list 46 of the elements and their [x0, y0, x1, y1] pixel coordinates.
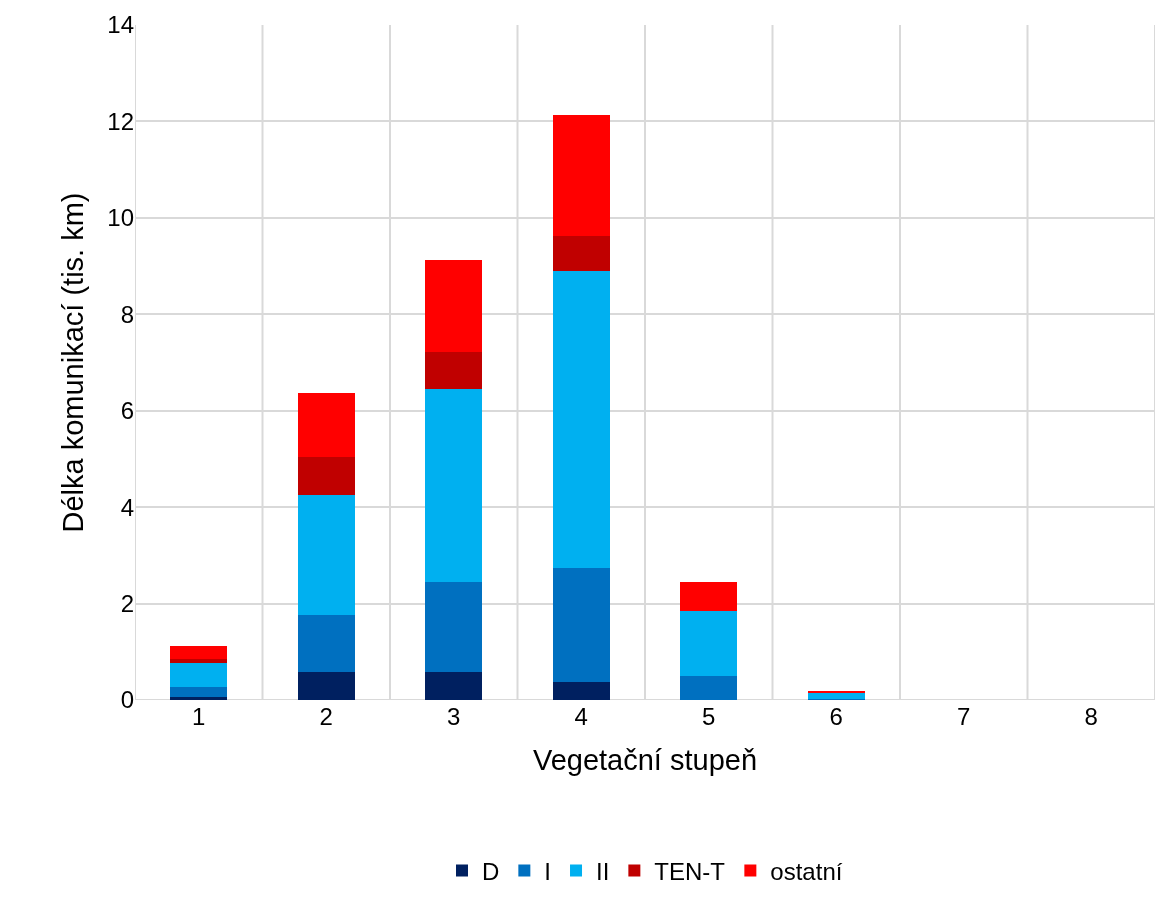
- y-tick-label: 8: [120, 300, 134, 328]
- y-tick-label: 10: [107, 204, 134, 232]
- x-tick-label: 4: [574, 703, 588, 730]
- legend-label: ostatní: [770, 857, 843, 885]
- y-tick-label: 6: [120, 397, 134, 425]
- y-tick-label: 12: [107, 107, 134, 135]
- bar: [680, 675, 738, 700]
- bar: [297, 457, 355, 495]
- bar: [170, 662, 228, 688]
- bar: [170, 658, 228, 663]
- bar: [425, 259, 483, 352]
- bar: [297, 615, 355, 673]
- y-axis-title: Délka komunikací (tis. km): [56, 192, 89, 533]
- bar: [552, 270, 610, 568]
- x-tick-label: 6: [829, 703, 843, 730]
- legend-label: TEN-T: [654, 857, 726, 885]
- bar: [552, 114, 610, 236]
- x-tick-label: 1: [192, 703, 206, 730]
- bar: [425, 389, 483, 582]
- y-tick-label: 4: [120, 493, 134, 521]
- bar: [552, 681, 610, 700]
- legend-label: D: [482, 857, 500, 885]
- bar: [425, 581, 483, 673]
- y-tick-label: 0: [120, 686, 134, 714]
- bar: [425, 672, 483, 700]
- bar: [680, 610, 738, 676]
- x-tick-label: 7: [957, 703, 971, 730]
- bar: [552, 235, 610, 271]
- bar: [297, 494, 355, 616]
- y-tick-label: 14: [107, 11, 134, 39]
- bar: [807, 693, 865, 700]
- x-tick-label: 3: [447, 703, 461, 730]
- bar: [680, 582, 738, 611]
- bar: [297, 672, 355, 700]
- x-tick-label: 8: [1084, 703, 1098, 730]
- x-tick-label: 5: [702, 703, 716, 730]
- bar: [170, 687, 228, 697]
- y-tick-label: 2: [120, 589, 134, 617]
- x-axis-title: Vegetační stupeň: [532, 743, 758, 776]
- x-tick-label: 2: [319, 703, 333, 730]
- legend-label: I: [544, 857, 552, 885]
- legend-label: II: [596, 857, 610, 885]
- bar: [170, 646, 228, 659]
- bar: [552, 567, 610, 682]
- bar: [425, 351, 483, 390]
- bar: [297, 392, 355, 457]
